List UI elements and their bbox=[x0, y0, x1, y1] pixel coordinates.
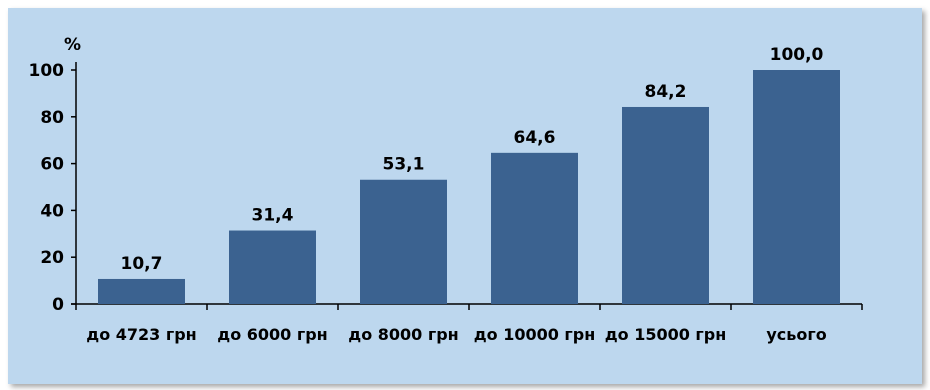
data-label: 10,7 bbox=[121, 254, 163, 274]
bar bbox=[622, 106, 709, 304]
y-unit-label: % bbox=[64, 35, 81, 55]
x-tick-label: до 10000 грн bbox=[474, 325, 596, 344]
x-tick-label: усього bbox=[766, 325, 826, 344]
y-tick-label: 0 bbox=[52, 295, 64, 315]
bars: 10,7 31,4 53,1 64,6 84,2 100,0 bbox=[98, 45, 840, 304]
y-tick-label: 60 bbox=[40, 155, 64, 175]
y-tick-label: 20 bbox=[40, 248, 64, 268]
y-tick-label: 80 bbox=[40, 108, 64, 128]
data-label: 53,1 bbox=[383, 155, 425, 175]
data-label: 100,0 bbox=[770, 45, 824, 65]
data-label: 84,2 bbox=[645, 82, 687, 102]
data-label: 64,6 bbox=[514, 128, 556, 148]
bar bbox=[98, 278, 185, 304]
x-tick-label: до 8000 грн bbox=[348, 325, 458, 344]
y-tick-label: 100 bbox=[29, 61, 65, 81]
x-tick-label: до 15000 грн bbox=[605, 325, 727, 344]
y-tick-label: 40 bbox=[40, 201, 64, 221]
x-tick-label: до 4723 грн bbox=[86, 325, 196, 344]
chart-panel: % 0 20 40 60 80 100 до 4723 грн до 6000 грн до 8… bbox=[8, 8, 922, 384]
bar bbox=[753, 70, 840, 304]
data-label: 31,4 bbox=[252, 206, 294, 226]
x-tick-label: до 6000 грн bbox=[217, 325, 327, 344]
bar bbox=[229, 230, 316, 304]
bar bbox=[491, 152, 578, 304]
axes: 0 20 40 60 80 100 до 4723 грн до 6000 грн до 800… bbox=[29, 61, 863, 344]
bar bbox=[360, 179, 447, 304]
bar-chart: % 0 20 40 60 80 100 до 4723 грн до 6000 грн до 8… bbox=[29, 35, 863, 344]
